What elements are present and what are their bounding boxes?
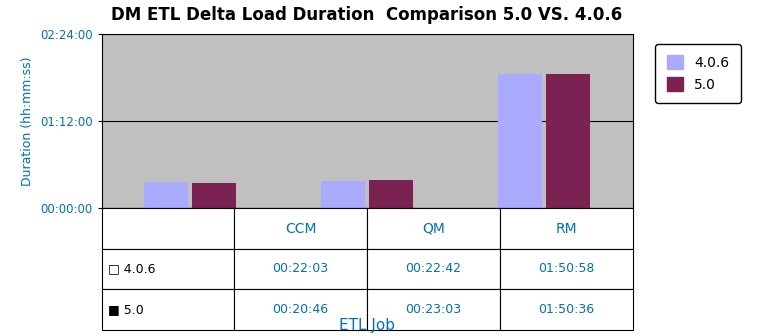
Text: ETL Job: ETL Job <box>339 318 395 333</box>
Bar <box>144 181 188 208</box>
Bar <box>369 180 413 208</box>
Title: DM ETL Delta Load Duration  Comparison 5.0 VS. 4.0.6: DM ETL Delta Load Duration Comparison 5.… <box>112 6 622 24</box>
Legend: 4.0.6, 5.0: 4.0.6, 5.0 <box>655 44 740 103</box>
Bar <box>546 74 590 208</box>
Bar <box>498 74 542 208</box>
Bar <box>192 183 236 208</box>
Bar <box>321 181 366 208</box>
Y-axis label: Duration (hh:mm:ss): Duration (hh:mm:ss) <box>21 56 34 186</box>
